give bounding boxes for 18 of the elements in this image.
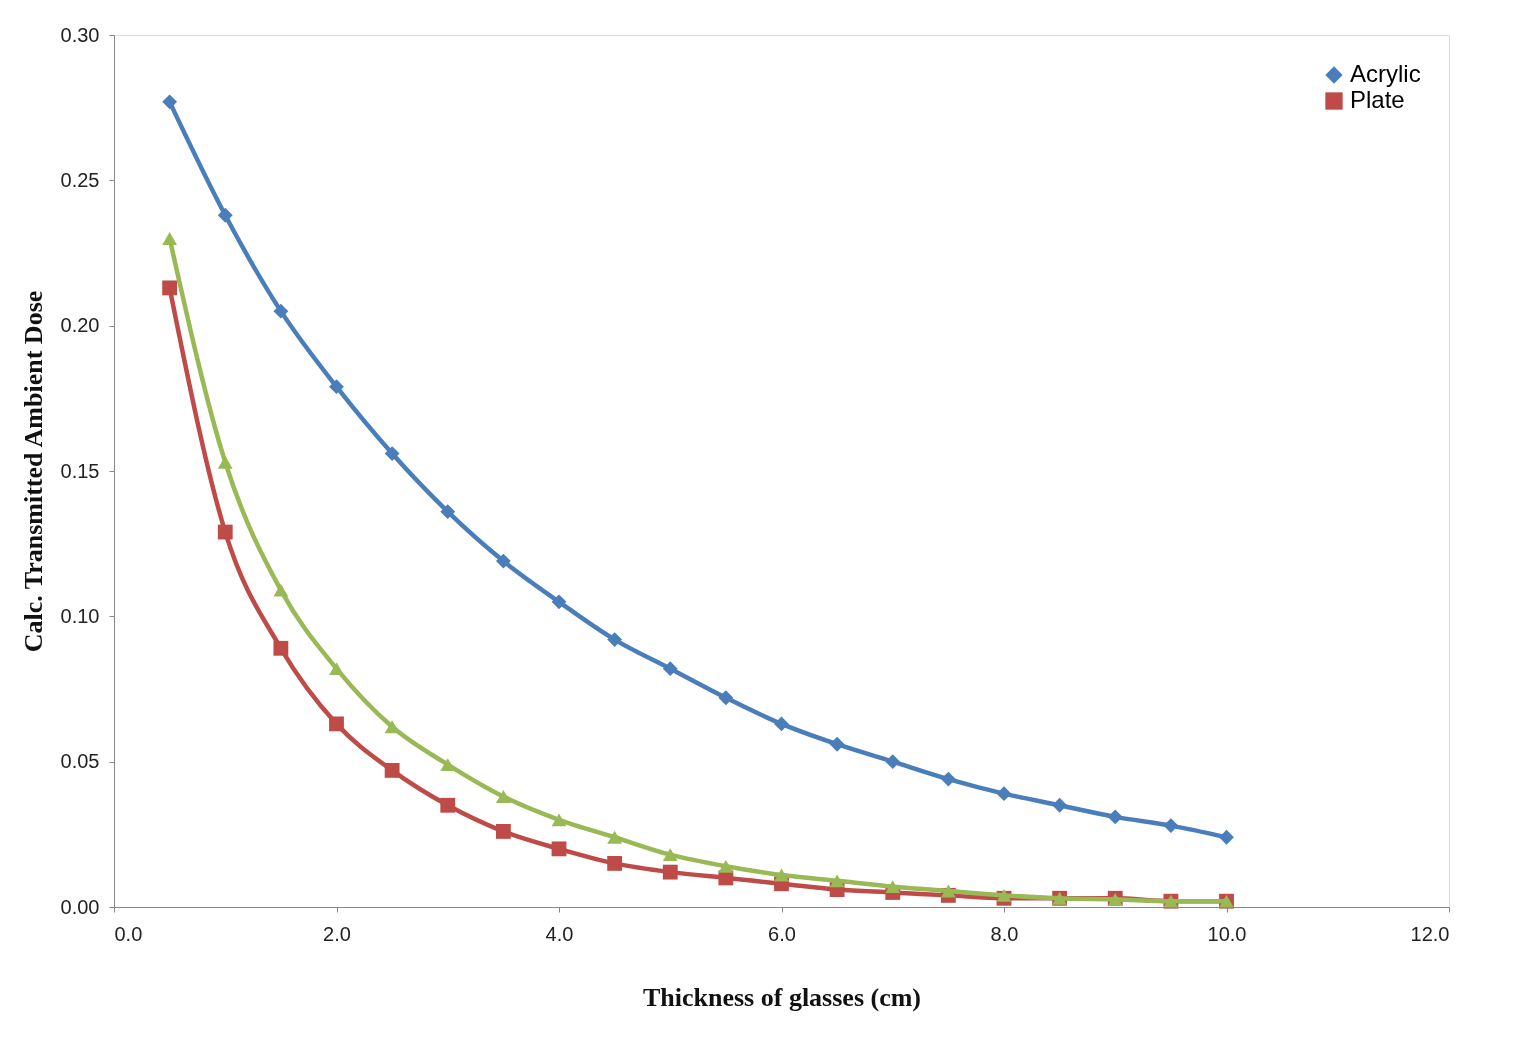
x-tick-label: 10.0 [1207,922,1247,945]
y-tick-label: 0.30 [60,23,100,46]
y-tick-label: 0.25 [60,168,100,191]
x-tick-label: 8.0 [990,922,1019,945]
x-tick-label: 0.0 [114,922,143,945]
x-tick-label: 4.0 [545,922,574,945]
x-tick-label: 2.0 [323,922,351,945]
y-tick-label: 0.00 [60,895,100,918]
y-tick-label: 0.20 [60,314,100,337]
y-tick-label: 0.05 [60,750,100,773]
x-axis-title: Thickness of glasses (cm) [642,982,922,1012]
y-tick-label: 0.10 [60,604,100,627]
x-tick-label: 12.0 [1410,922,1450,945]
legend-label: Plate [1350,86,1405,113]
legend-label: Acrylic [1350,60,1421,87]
x-tick-label: 6.0 [768,922,796,945]
y-tick-label: 0.15 [60,459,100,482]
y-axis-title: Calc. Transmitted Ambient Dose [18,290,48,653]
